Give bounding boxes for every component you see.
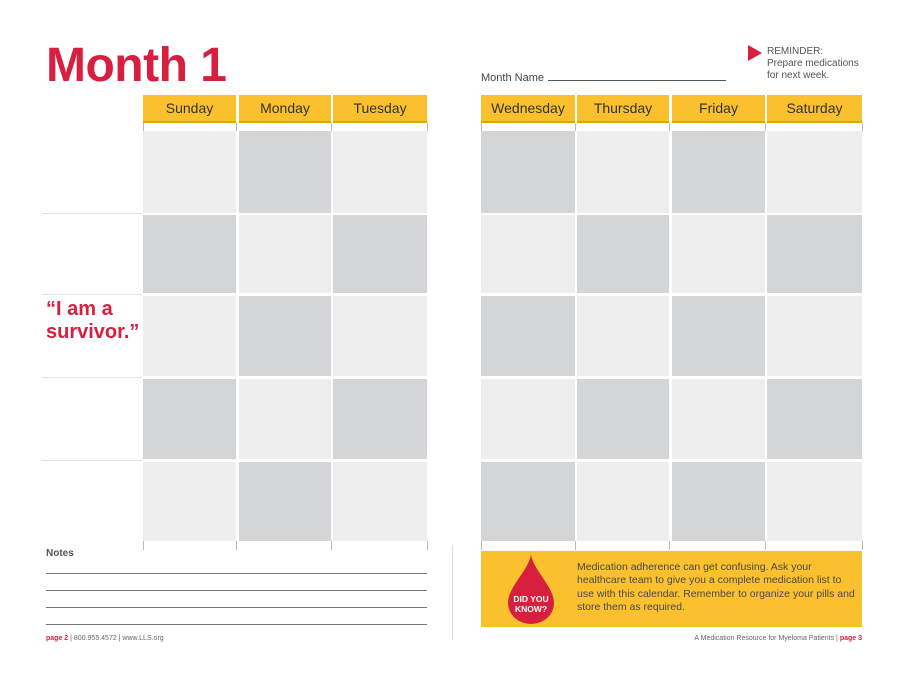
blood-drop-icon: DID YOU KNOW? (508, 555, 554, 624)
calendar-day-cell[interactable] (239, 296, 331, 376)
grid-tick (236, 541, 237, 550)
calendar-day-cell[interactable] (239, 131, 331, 213)
calendar-day-cell[interactable] (239, 215, 331, 293)
grid-tick (765, 123, 766, 131)
grid-tick (331, 123, 332, 131)
grid-tick (481, 123, 482, 131)
reminder-line-1: REMINDER: (767, 46, 824, 57)
reminder-line-3: for next week. (767, 70, 830, 81)
grid-tick (862, 541, 863, 550)
grid-tick (669, 123, 670, 131)
notes-line[interactable] (46, 573, 427, 574)
calendar-day-cell[interactable] (481, 131, 575, 213)
did-you-know-text: Medication adherence can get confusing. … (577, 561, 855, 614)
grid-tick (669, 541, 670, 550)
did-you-know-badge-line-2: KNOW? (515, 604, 547, 614)
grid-tick (575, 123, 576, 131)
calendar-day-cell[interactable] (672, 215, 765, 293)
reminder-line-2: Prepare medications (767, 58, 859, 69)
row-divider (42, 213, 142, 214)
footer-right-separator: | (836, 635, 840, 642)
grid-tick (481, 541, 482, 550)
calendar-day-cell[interactable] (333, 462, 427, 541)
calendar-day-cell[interactable] (767, 296, 862, 376)
calendar-day-cell[interactable] (239, 379, 331, 459)
notes-label: Notes (46, 548, 74, 559)
triangle-arrow-icon (748, 45, 762, 61)
calendar-day-cell[interactable] (481, 462, 575, 541)
calendar-day-cell[interactable] (767, 131, 862, 213)
did-you-know-badge-line-1: DID YOU (513, 594, 548, 604)
day-header-friday: Friday (672, 95, 765, 123)
calendar-day-cell[interactable] (767, 379, 862, 459)
calendar-day-cell[interactable] (143, 379, 236, 459)
calendar-day-cell[interactable] (143, 296, 236, 376)
month-name-line (547, 71, 726, 81)
grid-tick (427, 123, 428, 131)
grid-tick (143, 123, 144, 131)
notes-line[interactable] (46, 624, 427, 625)
calendar-day-cell[interactable] (672, 379, 765, 459)
calendar-day-cell[interactable] (577, 379, 669, 459)
calendar-day-cell[interactable] (143, 131, 236, 213)
footer-resource-title: A Medication Resource for Myeloma Patien… (694, 635, 835, 642)
calendar-day-cell[interactable] (143, 215, 236, 293)
footer-left: page 2 | 800.955.4572 | www.LLS.org (46, 635, 164, 642)
calendar-day-cell[interactable] (577, 215, 669, 293)
quote-line-1: “I am a (46, 298, 113, 320)
calendar-day-cell[interactable] (577, 131, 669, 213)
calendar-day-cell[interactable] (481, 215, 575, 293)
calendar-day-cell[interactable] (767, 215, 862, 293)
grid-tick (331, 541, 332, 550)
reminder-text: REMINDER: Prepare medications for next w… (767, 46, 877, 82)
day-header-monday: Monday (239, 95, 331, 123)
calendar-day-cell[interactable] (333, 296, 427, 376)
calendar-day-cell[interactable] (239, 462, 331, 541)
calendar-day-cell[interactable] (577, 462, 669, 541)
calendar-day-cell[interactable] (767, 462, 862, 541)
row-divider (42, 294, 142, 295)
day-header-saturday: Saturday (767, 95, 862, 123)
quote-line-2: survivor.” (46, 321, 140, 343)
notes-line[interactable] (46, 607, 427, 608)
grid-tick (236, 123, 237, 131)
day-header-thursday: Thursday (577, 95, 669, 123)
calendar-day-cell[interactable] (333, 379, 427, 459)
calendar-day-cell[interactable] (333, 131, 427, 213)
footer-right: A Medication Resource for Myeloma Patien… (600, 635, 862, 642)
month-name-field[interactable]: Month Name (481, 71, 726, 84)
calendar-day-cell[interactable] (481, 296, 575, 376)
grid-tick (575, 541, 576, 550)
grid-tick (862, 123, 863, 131)
survivor-quote: “I am a survivor.” (46, 298, 139, 344)
calendar-day-cell[interactable] (333, 215, 427, 293)
calendar-day-cell[interactable] (143, 462, 236, 541)
notes-line[interactable] (46, 590, 427, 591)
page-divider (452, 545, 453, 640)
calendar-day-cell[interactable] (672, 296, 765, 376)
grid-tick (143, 541, 144, 550)
footer-contact: 800.955.4572 | www.LLS.org (73, 635, 164, 642)
footer-page-left: page 2 (46, 635, 69, 642)
calendar-day-cell[interactable] (672, 462, 765, 541)
calendar-day-cell[interactable] (577, 296, 669, 376)
calendar-day-cell[interactable] (672, 131, 765, 213)
grid-tick (427, 541, 428, 550)
grid-tick (765, 541, 766, 550)
day-header-tuesday: Tuesday (333, 95, 427, 123)
footer-left-separator: | (70, 635, 74, 642)
row-divider (42, 377, 142, 378)
calendar-day-cell[interactable] (481, 379, 575, 459)
row-divider (42, 460, 142, 461)
page-title: Month 1 (46, 39, 227, 92)
day-header-sunday: Sunday (143, 95, 236, 123)
month-name-label: Month Name (481, 72, 544, 84)
day-header-wednesday: Wednesday (481, 95, 575, 123)
footer-page-right: page 3 (839, 635, 862, 642)
